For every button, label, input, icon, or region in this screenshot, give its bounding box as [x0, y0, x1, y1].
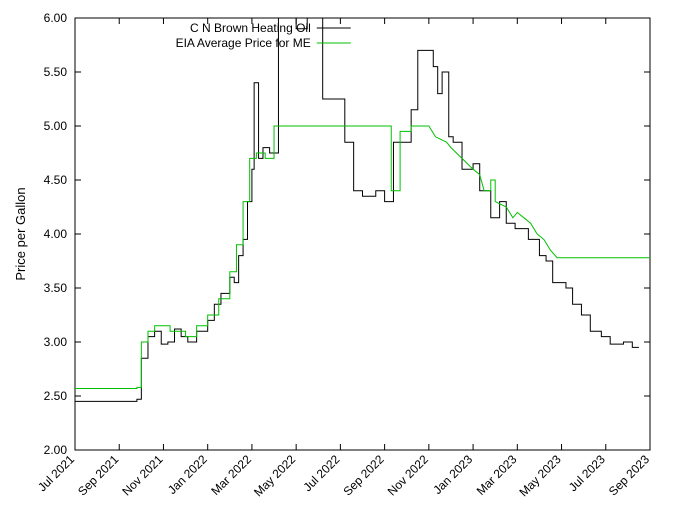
y-tick-label: 4.50 — [44, 173, 68, 187]
chart-container: 2.002.503.003.504.004.505.005.506.00Pric… — [0, 0, 700, 525]
legend-label: C N Brown Heating Oil — [190, 21, 311, 35]
y-tick-label: 5.00 — [44, 119, 68, 133]
x-tick-label: Jul 2021 — [35, 452, 77, 494]
plot-border — [75, 18, 650, 450]
y-tick-label: 6.00 — [44, 11, 68, 25]
x-tick-label: Jan 2023 — [430, 452, 475, 497]
series-c-n-brown-heating-oil — [75, 0, 639, 401]
x-tick-label: Sep 2021 — [75, 452, 121, 498]
y-tick-label: 4.00 — [44, 227, 68, 241]
y-tick-label: 5.50 — [44, 65, 68, 79]
y-tick-label: 2.50 — [44, 389, 68, 403]
x-tick-label: Sep 2023 — [606, 452, 652, 498]
y-axis-label: Price per Gallon — [13, 187, 28, 280]
x-tick-label: Sep 2022 — [340, 452, 386, 498]
x-tick-label: Mar 2022 — [208, 452, 254, 498]
x-tick-label: May 2023 — [516, 452, 563, 499]
legend-label: EIA Average Price for ME — [176, 36, 311, 50]
x-tick-label: Jul 2022 — [301, 452, 343, 494]
series-eia-average-price-for-me — [75, 126, 650, 388]
y-tick-label: 3.50 — [44, 281, 68, 295]
x-tick-label: Jan 2022 — [165, 452, 210, 497]
x-tick-label: May 2022 — [251, 452, 298, 499]
x-tick-label: Mar 2023 — [474, 452, 520, 498]
y-tick-label: 3.00 — [44, 335, 68, 349]
price-chart: 2.002.503.003.504.004.505.005.506.00Pric… — [0, 0, 700, 525]
series-group — [75, 0, 650, 401]
x-tick-label: Nov 2021 — [119, 452, 165, 498]
x-tick-label: Jul 2023 — [566, 452, 608, 494]
x-tick-label: Nov 2022 — [385, 452, 431, 498]
